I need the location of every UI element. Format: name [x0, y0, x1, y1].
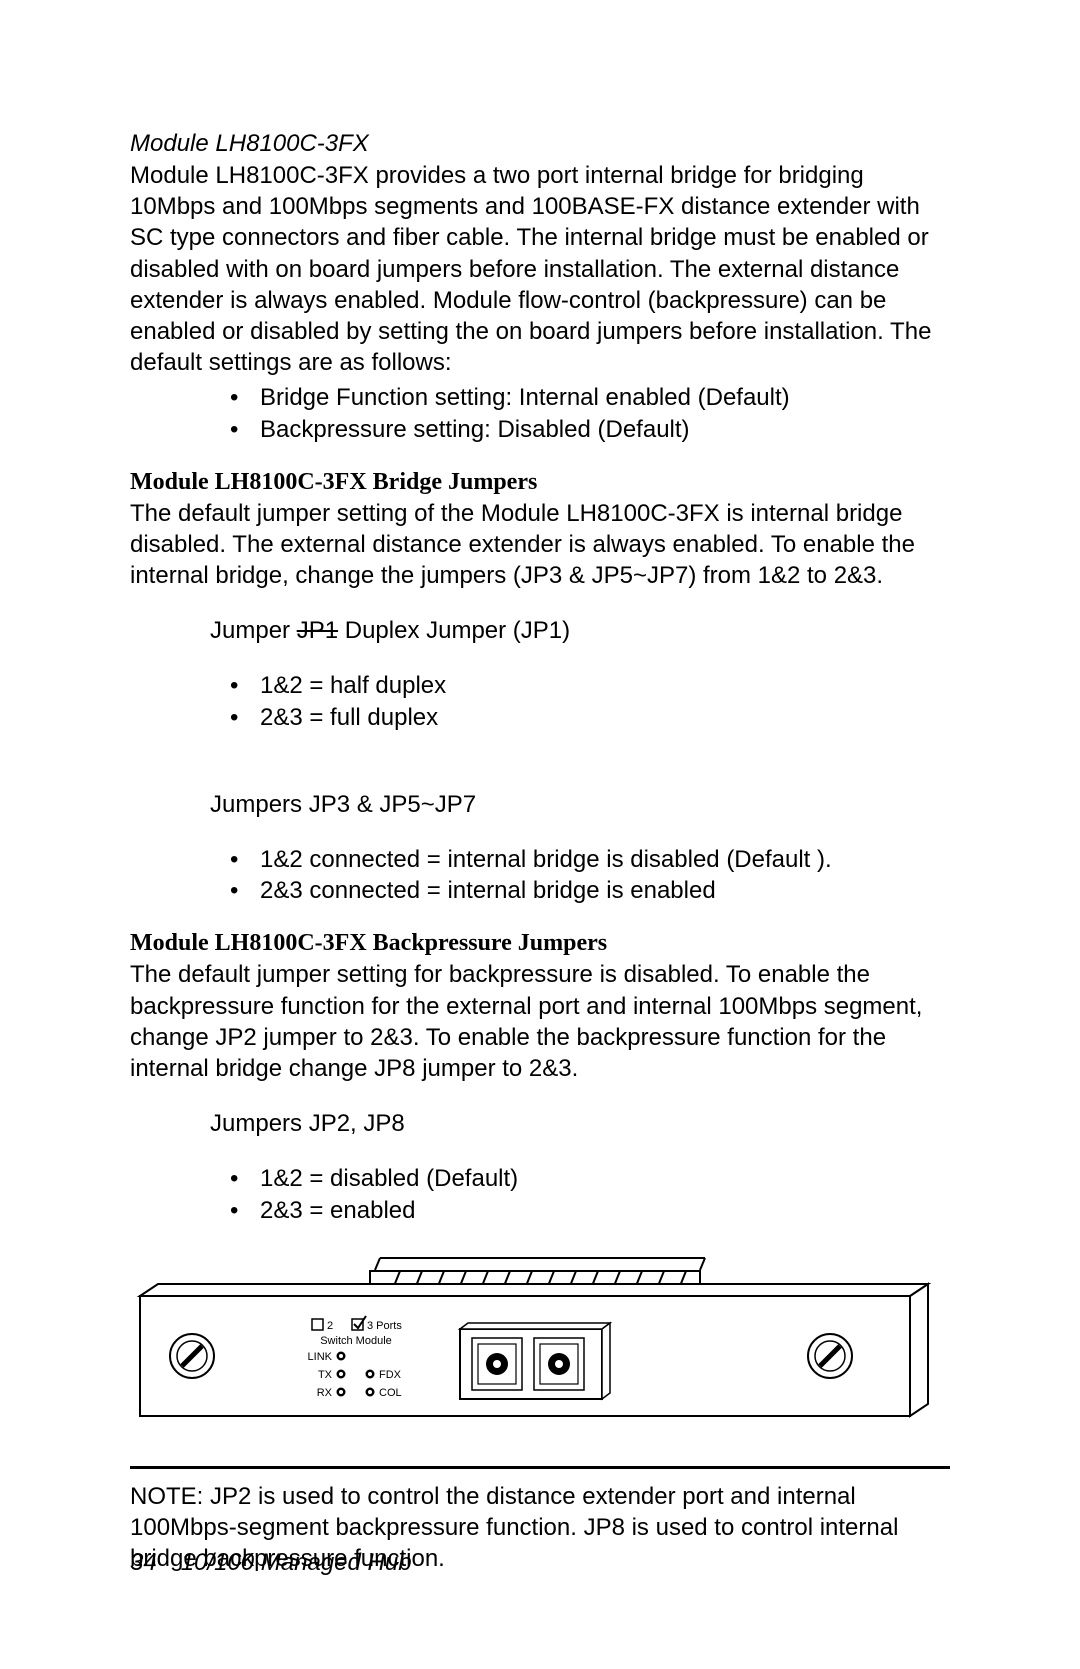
module-svg: 2 3 Ports Switch Module LINK TX FDX RX C…: [130, 1256, 950, 1446]
section2-jp357-bullet: 2&3 connected = internal bridge is enabl…: [130, 875, 950, 906]
section1-bullet: Bridge Function setting: Internal enable…: [130, 382, 950, 413]
sc-connector-icon: [460, 1323, 610, 1399]
section3-jp28-bullets: 1&2 = disabled (Default) 2&3 = enabled: [130, 1163, 950, 1225]
section2-jp357-bullet: 1&2 connected = internal bridge is disab…: [130, 844, 950, 875]
section2-body: The default jumper setting of the Module…: [130, 498, 950, 592]
ports-3-label: 3 Ports: [367, 1320, 402, 1332]
section1-bullet: Backpressure setting: Disabled (Default): [130, 414, 950, 445]
jp1-prefix: Jumper: [210, 617, 297, 644]
page-number: 34: [130, 1549, 157, 1576]
section3-title: Module LH8100C-3FX Backpressure Jumpers: [130, 930, 950, 957]
section2-jp1-bullets: 1&2 = half duplex 2&3 = full duplex: [130, 670, 950, 732]
jp1-suffix: Duplex Jumper (JP1): [338, 617, 570, 644]
page: Module LH8100C-3FX Module LH8100C-3FX pr…: [0, 0, 1080, 1669]
section1-title: Module LH8100C-3FX: [130, 130, 950, 158]
section3-jp28-bullet: 2&3 = enabled: [130, 1195, 950, 1226]
rx-label: RX: [317, 1387, 333, 1399]
link-label: LINK: [308, 1351, 333, 1363]
tx-label: TX: [318, 1369, 333, 1381]
section1-body: Module LH8100C-3FX provides a two port i…: [130, 160, 950, 378]
switch-module-label: Switch Module: [320, 1335, 392, 1347]
section2-jp357-bullets: 1&2 connected = internal bridge is disab…: [130, 844, 950, 906]
jp1-strike: JP1: [297, 617, 338, 644]
fdx-label: FDX: [379, 1369, 402, 1381]
footer-title: 10/100 Managed Hub: [181, 1549, 412, 1576]
page-footer: 34 10/100 Managed Hub: [130, 1549, 412, 1577]
section3-body: The default jumper setting for backpress…: [130, 959, 950, 1084]
section2-jp1-bullet: 2&3 = full duplex: [130, 702, 950, 733]
section3-jp28-bullet: 1&2 = disabled (Default): [130, 1163, 950, 1194]
divider: [130, 1466, 950, 1469]
ports-2-label: 2: [327, 1320, 333, 1332]
section2-jp1-label: Jumper JP1 Duplex Jumper (JP1): [210, 615, 950, 646]
screw-left-icon: [170, 1334, 214, 1378]
screw-right-icon: [808, 1334, 852, 1378]
section2-jp357-label: Jumpers JP3 & JP5~JP7: [210, 789, 950, 820]
section3-jp28-label: Jumpers JP2, JP8: [210, 1108, 950, 1139]
section1-bullets: Bridge Function setting: Internal enable…: [130, 382, 950, 444]
col-label: COL: [379, 1387, 402, 1399]
section2-jp1-bullet: 1&2 = half duplex: [130, 670, 950, 701]
module-diagram: 2 3 Ports Switch Module LINK TX FDX RX C…: [130, 1256, 950, 1446]
section2-title: Module LH8100C-3FX Bridge Jumpers: [130, 469, 950, 496]
